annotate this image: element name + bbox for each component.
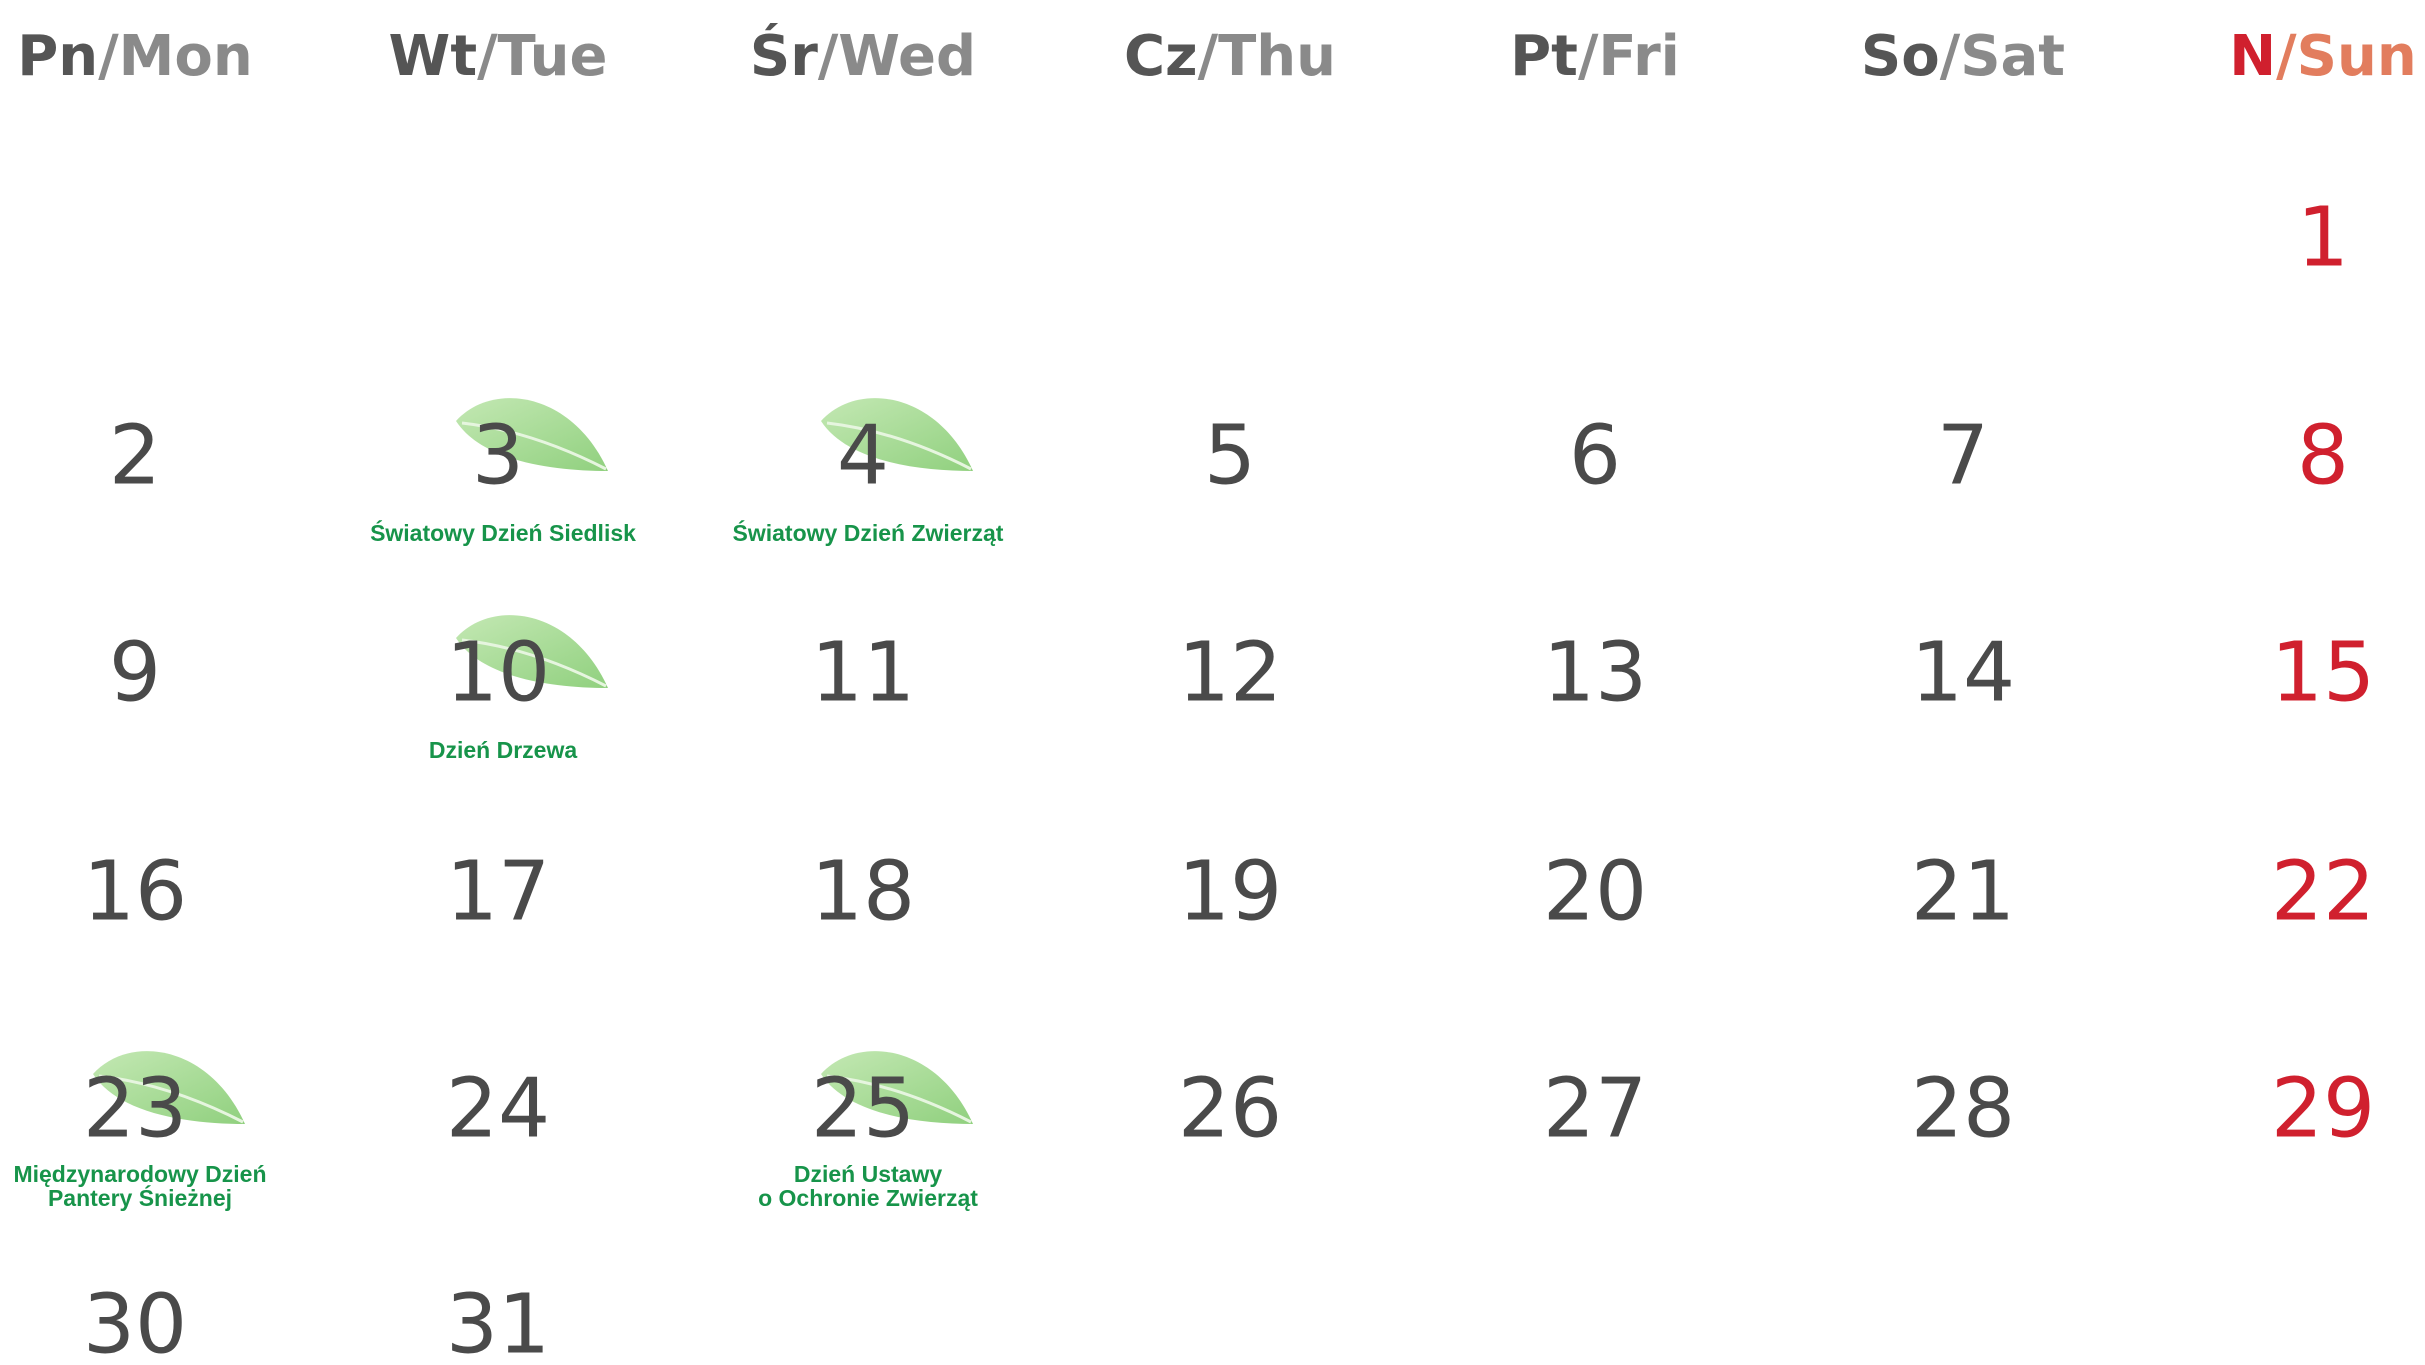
day-cell: 26 — [1178, 1061, 1282, 1156]
day-header: Pt/Fri — [1510, 24, 1680, 89]
event-label: Światowy Dzień Siedlisk — [370, 519, 636, 546]
day-number: 3 — [472, 408, 524, 503]
day-number: 6 — [1569, 408, 1621, 503]
day-cell: 29 — [2271, 1061, 2375, 1156]
day-cell: 14 — [1911, 625, 2015, 720]
day-number: 11 — [811, 625, 915, 720]
day-cell: 21 — [1911, 844, 2015, 939]
day-header-pl: Śr — [750, 24, 818, 89]
day-header-pl: So — [1861, 24, 1940, 89]
event-label: Międzynarodowy Dzień — [13, 1161, 266, 1187]
day-number: 23 — [83, 1061, 187, 1156]
event-label: Pantery Śnieżnej — [48, 1184, 232, 1211]
day-cell: 1 — [2297, 190, 2349, 285]
day-number: 18 — [811, 844, 915, 939]
day-cell: 8 — [2297, 408, 2349, 503]
day-header-en: Thu — [1218, 24, 1336, 89]
day-header: So/Sat — [1861, 24, 2065, 89]
day-header-pl: Pt — [1510, 24, 1578, 89]
day-cell: 19 — [1178, 844, 1282, 939]
day-header: Cz/Thu — [1124, 24, 1336, 89]
day-number: 12 — [1178, 625, 1282, 720]
day-header-en: Mon — [119, 24, 253, 89]
day-cell: 16 — [83, 844, 187, 939]
day-cell: 17 — [446, 844, 550, 939]
day-cell: 20 — [1543, 844, 1647, 939]
day-number: 1 — [2297, 190, 2349, 285]
day-number: 28 — [1911, 1061, 2015, 1156]
day-number: 24 — [446, 1061, 550, 1156]
day-number: 15 — [2271, 625, 2375, 720]
day-header-sep: / — [2276, 24, 2297, 89]
day-cell: 31 — [446, 1277, 550, 1365]
day-cell: 5 — [1204, 408, 1256, 503]
day-number: 30 — [83, 1277, 187, 1365]
day-number: 10 — [446, 625, 550, 720]
day-number: 8 — [2297, 408, 2349, 503]
day-cell: 7 — [1937, 408, 1989, 503]
day-header-sep: / — [98, 24, 119, 89]
day-number: 5 — [1204, 408, 1256, 503]
day-cell: 6 — [1569, 408, 1621, 503]
day-number: 17 — [446, 844, 550, 939]
day-header-en: Fri — [1598, 24, 1679, 89]
day-cell: 24 — [446, 1061, 550, 1156]
day-header: Pn/Mon — [17, 24, 252, 89]
day-number: 19 — [1178, 844, 1282, 939]
event-label: Światowy Dzień Zwierząt — [733, 519, 1004, 546]
day-number: 26 — [1178, 1061, 1282, 1156]
day-header-en: Sun — [2297, 24, 2417, 89]
day-cell: 22 — [2271, 844, 2375, 939]
day-cell: 18 — [811, 844, 915, 939]
event-label: Dzień Drzewa — [429, 737, 577, 763]
event-label: Dzień Ustawy — [794, 1161, 942, 1187]
day-header: N/Sun — [2229, 24, 2416, 89]
day-header: Śr/Wed — [750, 24, 976, 89]
day-cell: 27 — [1543, 1061, 1647, 1156]
day-number: 25 — [811, 1061, 915, 1156]
day-header: Wt/Tue — [389, 24, 608, 89]
day-cell: 10 Dzień Drzewa — [429, 615, 608, 763]
day-cell: 12 — [1178, 625, 1282, 720]
day-number: 14 — [1911, 625, 2015, 720]
day-number: 13 — [1543, 625, 1647, 720]
day-number: 22 — [2271, 844, 2375, 939]
day-cell: 4 Światowy Dzień Zwierząt — [733, 398, 1004, 546]
day-header-pl: Wt — [389, 24, 478, 89]
day-number: 21 — [1911, 844, 2015, 939]
day-header-sep: / — [818, 24, 839, 89]
day-header-en: Sat — [1960, 24, 2065, 89]
day-header-sep: / — [1940, 24, 1961, 89]
day-number: 4 — [837, 408, 889, 503]
day-number: 20 — [1543, 844, 1647, 939]
day-number: 27 — [1543, 1061, 1647, 1156]
day-cell: 30 — [83, 1277, 187, 1365]
day-header-pl: N — [2229, 24, 2276, 89]
day-cell: 28 — [1911, 1061, 2015, 1156]
day-header-en: Wed — [838, 24, 976, 89]
day-header-sep: / — [477, 24, 498, 89]
day-number: 2 — [109, 408, 161, 503]
day-number: 16 — [83, 844, 187, 939]
day-number: 7 — [1937, 408, 1989, 503]
day-header-sep: / — [1578, 24, 1599, 89]
day-cell: 11 — [811, 625, 915, 720]
day-header-en: Tue — [498, 24, 608, 89]
day-number: 29 — [2271, 1061, 2375, 1156]
day-header-sep: / — [1198, 24, 1219, 89]
event-label: o Ochronie Zwierząt — [758, 1185, 978, 1211]
day-cell: 9 — [109, 625, 161, 720]
day-cell: 3 Światowy Dzień Siedlisk — [370, 398, 636, 546]
day-number: 9 — [109, 625, 161, 720]
day-number: 31 — [446, 1277, 550, 1365]
day-cell: 2 — [109, 408, 161, 503]
day-cell: 13 — [1543, 625, 1647, 720]
day-header-pl: Cz — [1124, 24, 1198, 89]
day-cell: 15 — [2271, 625, 2375, 720]
calendar: Pn/MonWt/TueŚr/WedCz/ThuPt/FriSo/SatN/Su… — [0, 0, 2425, 1365]
day-header-pl: Pn — [17, 24, 98, 89]
